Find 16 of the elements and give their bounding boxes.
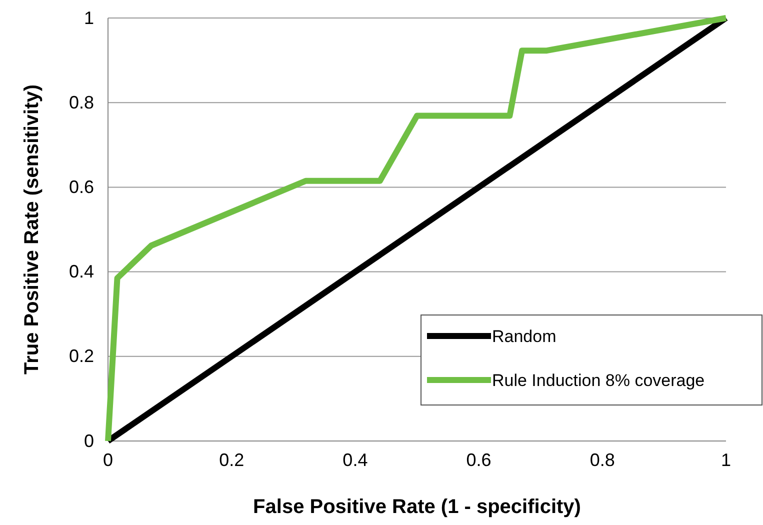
- legend-label: Rule Induction 8% coverage: [492, 371, 705, 390]
- legend-label: Random: [492, 327, 556, 346]
- y-tick-label: 0.6: [68, 176, 94, 197]
- x-tick-label: 1: [720, 450, 732, 470]
- y-tick-label: 0.2: [68, 346, 94, 366]
- x-tick-label: 0.6: [466, 450, 492, 470]
- y-tick-label: 1: [84, 8, 94, 28]
- x-tick-label: 0.4: [342, 450, 368, 470]
- y-axis-title: True Positive Rate (sensitivity): [21, 84, 43, 375]
- y-tick-label: 0: [84, 430, 94, 451]
- y-tick-label: 0.8: [68, 92, 94, 112]
- x-tick-label: 0.8: [590, 450, 615, 470]
- x-tick-label: 0: [102, 450, 114, 470]
- y-tick-label: 0.4: [68, 262, 94, 282]
- x-tick-label: 0.2: [219, 450, 244, 470]
- x-axis-title: False Positive Rate (1 - specificity): [253, 496, 581, 518]
